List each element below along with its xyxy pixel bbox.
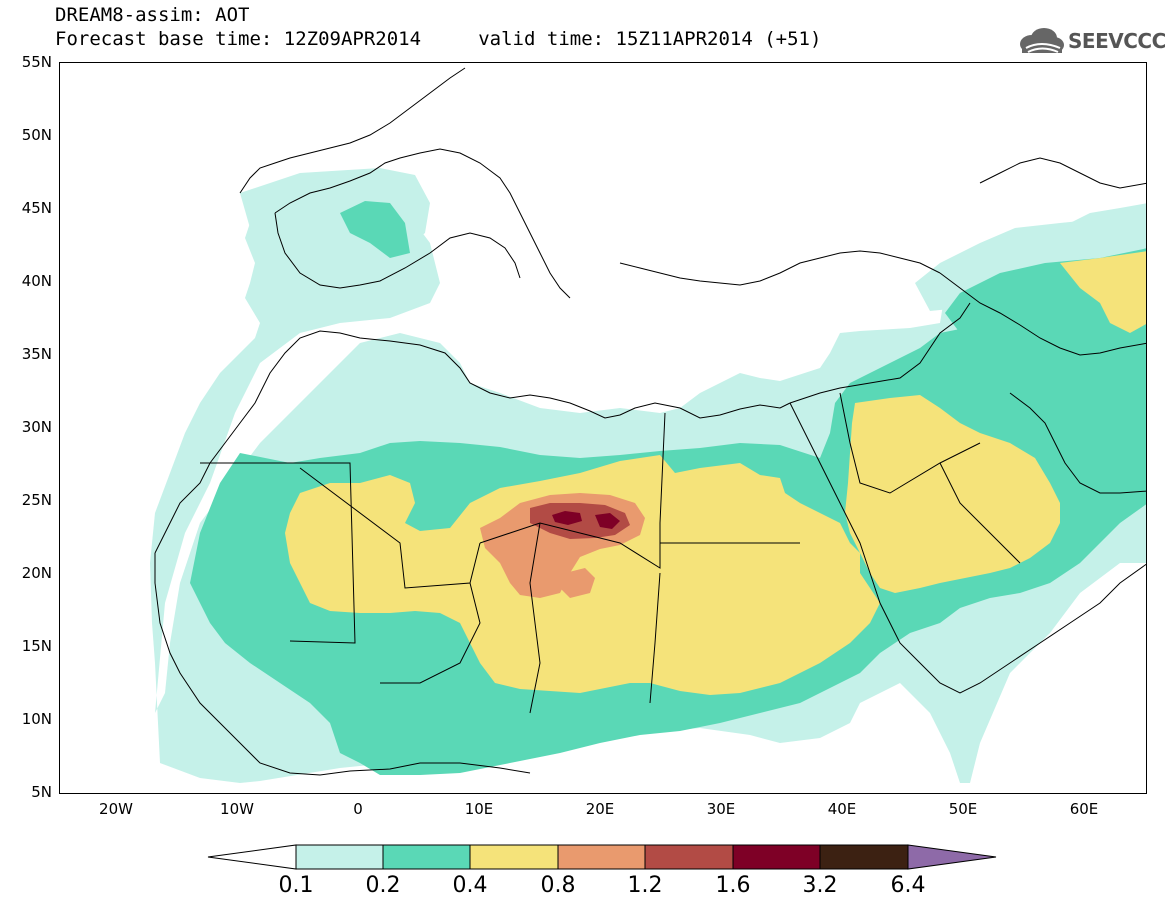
- lat-label-35n: 35N: [21, 345, 52, 363]
- lat-label-55n: 55N: [21, 53, 52, 71]
- colorbar-swatch-7: [819, 844, 909, 870]
- lon-label-40e: 40E: [827, 800, 857, 818]
- forecast-time-line: Forecast base time: 12Z09APR2014 valid t…: [55, 28, 822, 50]
- colorbar: [207, 844, 997, 870]
- colorbar-arrow-high: [907, 844, 997, 870]
- colorbar-arrow-low: [207, 844, 297, 870]
- colorbar-swatch-2: [382, 844, 471, 870]
- lat-label-5n: 5N: [31, 783, 52, 801]
- coastlines-borders: [154, 67, 1146, 776]
- colorbar-label-0.8: 0.8: [540, 873, 576, 898]
- lat-label-10n: 10N: [21, 710, 52, 728]
- lon-label-50e: 50E: [948, 800, 978, 818]
- lon-label-10e: 10E: [464, 800, 494, 818]
- colorbar-swatch-5: [644, 844, 734, 870]
- colorbar-swatch-1: [295, 844, 384, 870]
- colorbar-label-1.2: 1.2: [627, 873, 663, 898]
- colorbar-label-6.4: 6.4: [890, 873, 926, 898]
- colorbar-label-1.6: 1.6: [715, 873, 751, 898]
- map-title: DREAM8-assim: AOT: [55, 4, 250, 26]
- map-panel: [59, 62, 1147, 794]
- lat-label-45n: 45N: [21, 199, 52, 217]
- lat-label-30n: 30N: [21, 418, 52, 436]
- lon-label-60e: 60E: [1069, 800, 1099, 818]
- lon-label-30e: 30E: [706, 800, 736, 818]
- lat-label-15n: 15N: [21, 637, 52, 655]
- lat-label-25n: 25N: [21, 491, 52, 509]
- logo-text: SEEVCCC: [1068, 29, 1165, 53]
- colorbar-label-0.4: 0.4: [452, 873, 488, 898]
- colorbar-swatch-3: [469, 844, 559, 870]
- cloud-logo-icon: [1020, 28, 1064, 53]
- aot-level-1.6: [552, 511, 620, 529]
- colorbar-label-3.2: 3.2: [802, 873, 838, 898]
- lon-label-10w: 10W: [220, 800, 254, 818]
- lon-label-0: 0: [353, 800, 363, 818]
- lat-label-40n: 40N: [21, 272, 52, 290]
- colorbar-label-0.1: 0.1: [278, 873, 314, 898]
- colorbar-swatch-6: [732, 844, 821, 870]
- colorbar-label-0.2: 0.2: [365, 873, 401, 898]
- lat-label-20n: 20N: [21, 564, 52, 582]
- colorbar-swatch-4: [557, 844, 646, 870]
- lat-label-50n: 50N: [21, 126, 52, 144]
- seevccc-logo: SEEVCCC: [1016, 26, 1165, 56]
- aot-map: [150, 67, 1146, 783]
- lon-label-20e: 20E: [585, 800, 615, 818]
- lon-label-20w: 20W: [99, 800, 133, 818]
